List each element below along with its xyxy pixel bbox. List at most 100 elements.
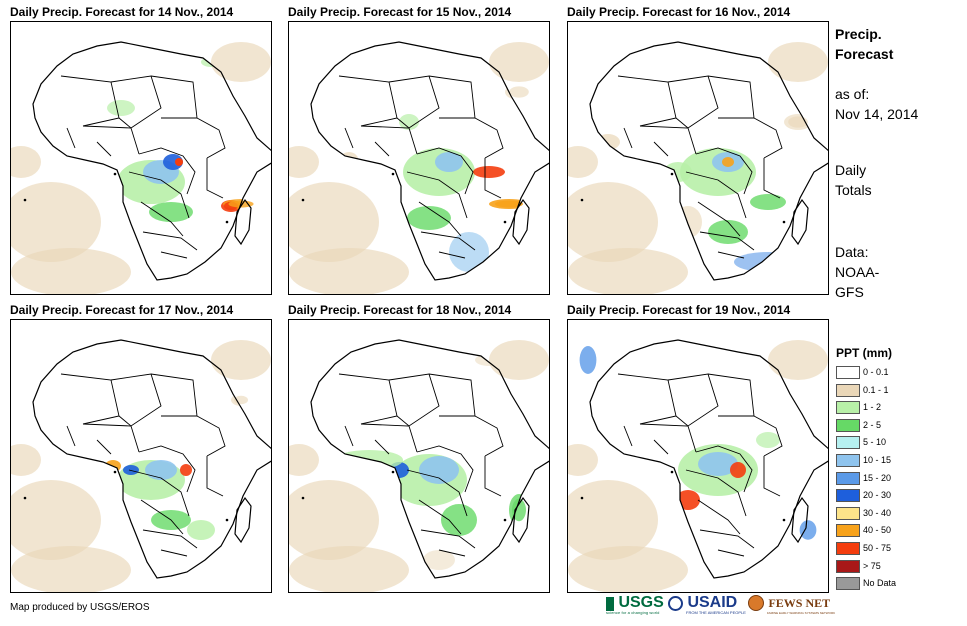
legend-label: 5 - 10 <box>863 437 887 448</box>
coastline <box>310 339 549 579</box>
country-borders <box>338 373 504 557</box>
usaid-seal-icon <box>668 596 683 611</box>
legend-label: 40 - 50 <box>863 525 892 536</box>
legend-label: 50 - 75 <box>863 543 892 553</box>
africa-map-svg <box>289 339 549 592</box>
legend-swatch <box>836 418 860 432</box>
country-borders <box>60 373 226 557</box>
as-of-value: Nov 14, 2014 <box>835 106 919 122</box>
forecast-map <box>567 21 829 295</box>
island-marker <box>301 198 305 202</box>
panel-title: Daily Precip. Forecast for 18 Nov., 2014 <box>288 303 512 317</box>
legend-label: No Data <box>863 578 897 589</box>
legend-swatch <box>836 366 860 379</box>
africa-map-svg <box>289 41 549 294</box>
fews-logo-text: FEWS NET <box>768 596 831 610</box>
country-borders <box>60 75 226 259</box>
country-borders <box>617 75 783 259</box>
as-of-label: as of: <box>835 86 870 102</box>
forecast-panel-day1: Daily Precip. Forecast for 14 Nov., 2014 <box>10 4 272 295</box>
legend-label: 10 - 15 <box>863 455 892 465</box>
legend-swatch <box>836 383 860 397</box>
usaid-logo: USAID FROM THE AMERICAN PEOPLE <box>668 594 746 615</box>
island-marker <box>503 220 507 224</box>
coastline <box>32 339 271 579</box>
fews-tagline: FAMINE EARLY WARNING SYSTEMS NETWORK <box>767 611 836 615</box>
panel-title: Daily Precip. Forecast for 17 Nov., 2014 <box>10 303 234 317</box>
ocean-precip-layer <box>289 42 549 294</box>
forecast-map <box>10 319 272 593</box>
island-marker <box>782 220 786 224</box>
island-marker <box>503 518 507 522</box>
legend-label: 2 - 5 <box>863 419 882 430</box>
sidebar-title-line2: Forecast <box>835 46 894 62</box>
legend-label: 15 - 20 <box>863 472 892 483</box>
panel-title: Daily Precip. Forecast for 16 Nov., 2014 <box>567 5 791 19</box>
legend-swatch <box>836 471 860 485</box>
data-source: Data: NOAA- GFS <box>835 242 879 302</box>
africa-map-svg <box>568 41 828 294</box>
fews-globe-icon <box>748 595 764 611</box>
forecast-map <box>288 319 550 593</box>
island-marker <box>580 198 584 202</box>
legend-swatch <box>836 401 860 415</box>
usgs-logo-mark <box>606 597 614 611</box>
data-source-label: Data: <box>835 244 869 260</box>
island-marker <box>580 496 584 500</box>
usgs-logo: USGS science for a changing world <box>606 594 664 615</box>
legend-swatch <box>836 506 860 520</box>
ocean-precip-layer <box>568 340 828 592</box>
as-of-date: as of: Nov 14, 2014 <box>835 84 918 124</box>
usgs-tagline: science for a changing world <box>606 610 660 615</box>
legend-label: 30 - 40 <box>863 507 892 518</box>
forecast-panel-day3: Daily Precip. Forecast for 16 Nov., 2014 <box>567 4 829 295</box>
usgs-logo-text: USGS <box>618 594 664 611</box>
legend-label: 20 - 30 <box>863 490 892 501</box>
island-marker <box>225 220 229 224</box>
totals-line2: Totals <box>835 182 872 198</box>
panel-title: Daily Precip. Forecast for 19 Nov., 2014 <box>567 303 791 317</box>
legend-swatch <box>836 454 860 467</box>
map-credit: Map produced by USGS/EROS <box>10 602 150 613</box>
island-marker <box>225 518 229 522</box>
legend-label: > 75 <box>863 560 881 571</box>
legend-swatch <box>836 436 860 450</box>
totals-line1: Daily <box>835 162 867 178</box>
sidebar-title-line1: Precip. <box>835 26 882 42</box>
usaid-logo-text: USAID <box>687 594 738 611</box>
ocean-precip-layer <box>568 42 828 294</box>
island-marker <box>670 470 674 474</box>
fews-net-logo: FEWS NET FAMINE EARLY WARNING SYSTEMS NE… <box>748 594 836 615</box>
data-source-line3: GFS <box>835 284 864 300</box>
island-marker <box>782 518 786 522</box>
africa-map-svg <box>568 339 828 592</box>
legend-swatch <box>836 489 860 503</box>
usaid-tagline: FROM THE AMERICAN PEOPLE <box>686 610 746 615</box>
legend-swatch <box>836 542 860 555</box>
forecast-map <box>567 319 829 593</box>
totals-label: Daily Totals <box>835 160 872 200</box>
sidebar-title: Precip. Forecast <box>835 24 893 64</box>
forecast-panel-day5: Daily Precip. Forecast for 18 Nov., 2014 <box>288 302 550 593</box>
forecast-map <box>10 21 272 295</box>
forecast-panel-day2: Daily Precip. Forecast for 15 Nov., 2014 <box>288 4 550 295</box>
coastline <box>589 41 828 281</box>
offshore-precip-layer <box>512 498 526 522</box>
africa-map-svg <box>11 339 271 592</box>
legend-swatch <box>836 524 860 538</box>
ocean-precip-layer <box>11 42 271 294</box>
offshore-precip-layer <box>495 86 529 208</box>
legend-label: 1 - 2 <box>863 402 882 413</box>
panel-title: Daily Precip. Forecast for 15 Nov., 2014 <box>288 5 512 19</box>
africa-map-svg <box>11 41 271 294</box>
legend-swatch <box>836 577 860 591</box>
legend-label: 0.1 - 1 <box>863 384 889 395</box>
legend-title: PPT (mm) <box>836 346 893 360</box>
coastline <box>589 339 828 579</box>
legend-swatch <box>836 559 860 573</box>
ocean-precip-layer <box>11 340 271 592</box>
island-marker <box>113 172 117 176</box>
island-marker <box>670 172 674 176</box>
offshore-precip-layer <box>788 116 808 128</box>
island-marker <box>113 470 117 474</box>
